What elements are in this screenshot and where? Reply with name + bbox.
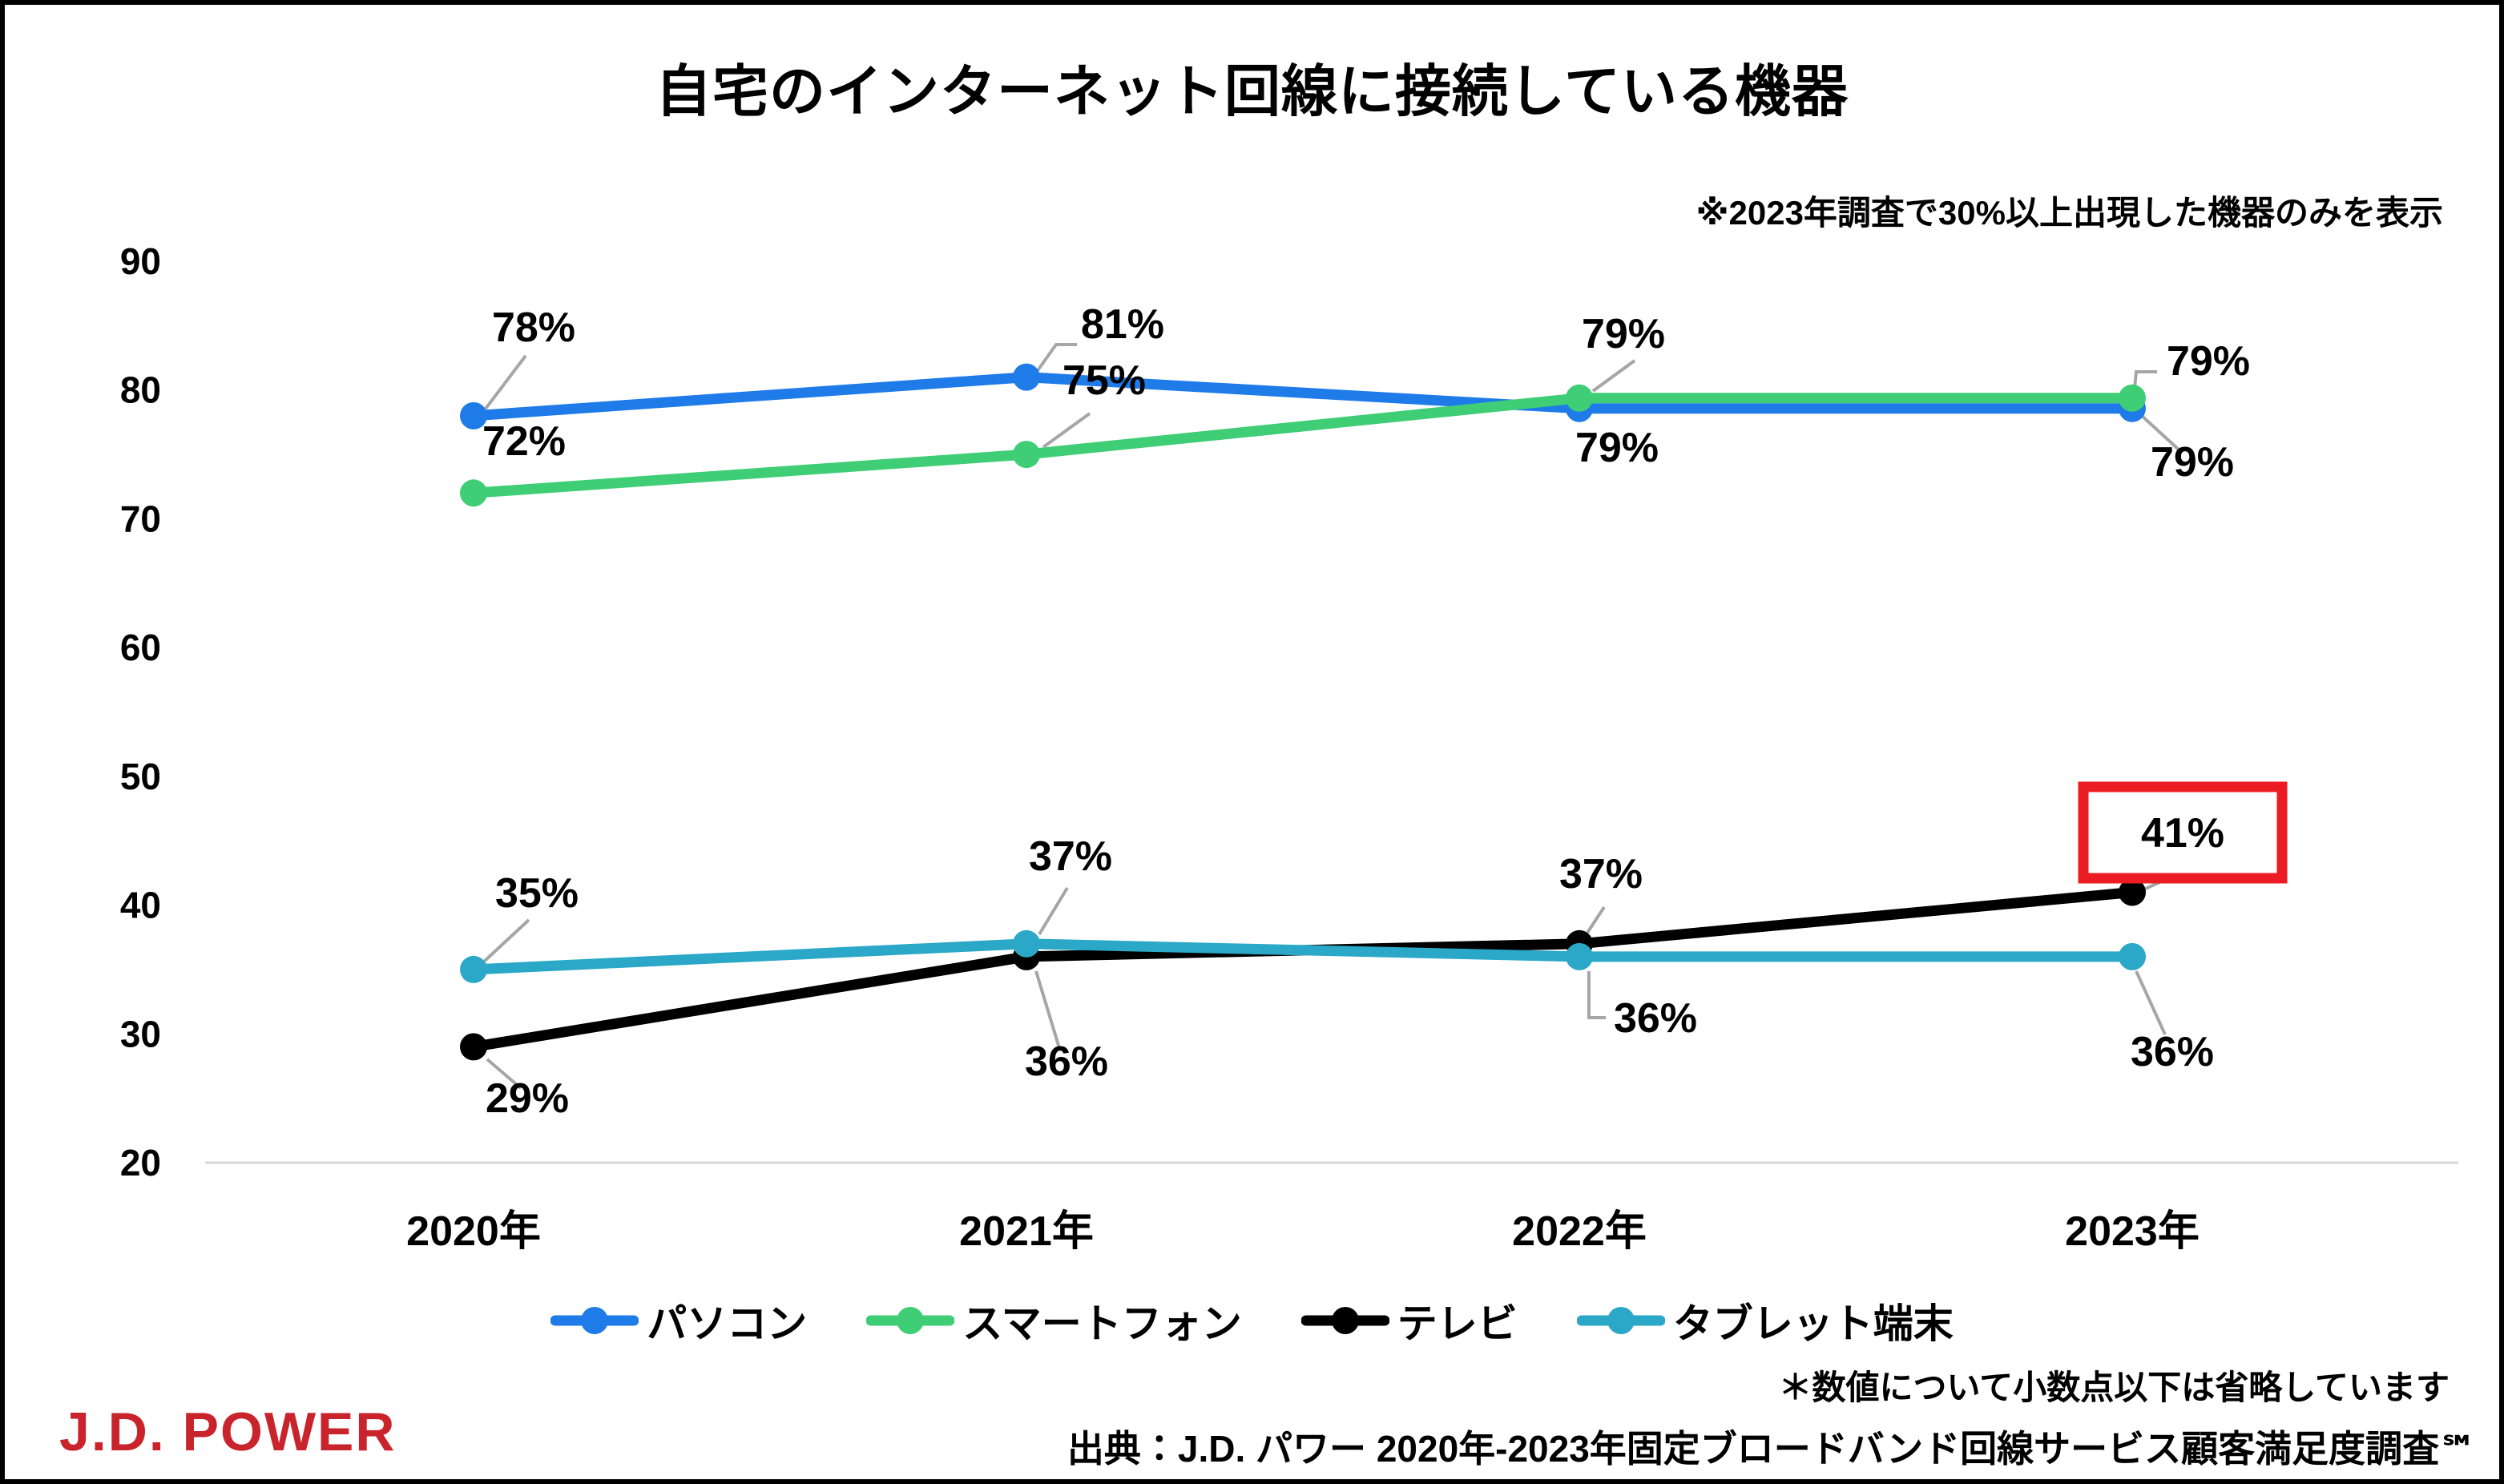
x-label-2021年: 2021年 xyxy=(959,1208,1094,1255)
series-line-tv xyxy=(468,887,2138,1052)
chart-title: 自宅のインターネット回線に接続している機器 xyxy=(655,60,1849,123)
legend-dot-smartphone xyxy=(897,1307,925,1334)
legend-item-tablet: タブレット端末 xyxy=(1576,1292,1954,1349)
x-label-2022年: 2022年 xyxy=(1512,1208,1647,1255)
y-tick-70: 70 xyxy=(120,498,161,539)
legend-item-tv: テレビ xyxy=(1300,1292,1518,1349)
y-tick-80: 80 xyxy=(120,369,161,411)
leader-line-tablet-2023年 xyxy=(2135,970,2167,1035)
chart-filter-note: ※2023年調査で30%以上出現した機器のみを表示 xyxy=(1696,194,2443,232)
data-point-smartphone-2022年 xyxy=(1566,384,1593,412)
data-point-tv-2023年 xyxy=(2119,878,2146,906)
leader-line-smartphone-2021年 xyxy=(1042,412,1091,449)
leader-line-tablet-2022年 xyxy=(1587,971,1606,1019)
leader-line-smartphone-2022年 xyxy=(1591,359,1636,393)
legend-marker-tablet xyxy=(1576,1307,1665,1334)
legend-item-pc: パソコン xyxy=(550,1292,807,1349)
data-label-pc-2022年: 79% xyxy=(1575,425,1659,471)
legend-label-pc: パソコン xyxy=(647,1301,808,1346)
data-label-tablet-2020年: 35% xyxy=(495,870,579,917)
data-label-smartphone-2023年: 79% xyxy=(2167,338,2250,385)
legend-label-tablet: タブレット端末 xyxy=(1672,1301,1954,1346)
data-label-tv-2022年: 37% xyxy=(1559,851,1643,897)
data-label-pc-2020年: 78% xyxy=(492,304,575,351)
data-point-tablet-2021年 xyxy=(1013,930,1040,958)
leader-line-pc-2023年 xyxy=(2139,413,2181,452)
leader-line-tv-2021年 xyxy=(1034,970,1061,1049)
leader-line-pc-2021年 xyxy=(1033,343,1077,377)
data-label-smartphone-2021年: 75% xyxy=(1062,357,1146,404)
data-point-smartphone-2023年 xyxy=(2119,384,2146,412)
data-label-tv-2021年: 36% xyxy=(1025,1038,1108,1085)
legend: パソコン スマートフォン テレビ タブレット端末 xyxy=(5,1292,2499,1349)
leader-line-tv-2022年 xyxy=(1586,905,1606,934)
highlight-box-tv-2023年 xyxy=(2078,781,2288,884)
y-tick-90: 90 xyxy=(120,240,161,282)
y-tick-20: 20 xyxy=(120,1142,161,1184)
data-label-tv-2020年: 29% xyxy=(486,1075,569,1122)
data-point-smartphone-2020年 xyxy=(460,479,487,507)
series-line-smartphone xyxy=(468,393,2138,498)
x-label-2023年: 2023年 xyxy=(2065,1208,2200,1255)
y-tick-30: 30 xyxy=(120,1013,161,1055)
data-label-tablet-2022年: 36% xyxy=(1614,995,1697,1042)
leader-line-tablet-2021年 xyxy=(1038,886,1069,936)
legend-marker-pc xyxy=(550,1307,639,1334)
legend-label-tv: テレビ xyxy=(1397,1301,1518,1346)
rounding-footnote: ＊数値について小数点以下は省略しています xyxy=(1778,1369,2450,1406)
chart-canvas: 90 80 70 60 50 40 30 20 2020年 2021年 2022年 2023年 78% 8… xyxy=(120,240,2458,1255)
data-point-smartphone-2021年 xyxy=(1013,441,1040,469)
legend-dot-pc xyxy=(581,1307,609,1334)
data-point-pc-2021年 xyxy=(1013,363,1040,391)
jdpower-logo: J.D. POWER xyxy=(59,1401,397,1462)
data-label-pc-2021年: 81% xyxy=(1081,301,1164,348)
data-label-pc-2023年: 79% xyxy=(2151,439,2234,486)
series-line-pc xyxy=(468,372,2138,421)
y-tick-50: 50 xyxy=(120,756,161,797)
data-point-tv-2020年 xyxy=(460,1033,487,1061)
data-label-tv-2023年: 41% xyxy=(2141,810,2224,857)
data-point-pc-2020年 xyxy=(460,401,487,429)
source-citation: 出典：J.D. パワー 2020年-2023年固定ブロードバンド回線サービス顧客… xyxy=(1067,1428,2477,1470)
data-point-tablet-2022年 xyxy=(1566,942,1593,970)
data-label-smartphone-2022年: 79% xyxy=(1582,311,1665,357)
legend-dot-tv xyxy=(1331,1307,1359,1334)
x-label-2020年: 2020年 xyxy=(406,1208,541,1255)
data-point-tablet-2020年 xyxy=(460,955,487,983)
data-label-tablet-2021年: 37% xyxy=(1029,833,1112,880)
legend-label-smartphone: スマートフォン xyxy=(962,1301,1242,1346)
legend-item-smartphone: スマートフォン xyxy=(866,1292,1242,1349)
data-point-tablet-2023年 xyxy=(2119,942,2146,970)
legend-dot-tablet xyxy=(1607,1307,1635,1334)
y-tick-60: 60 xyxy=(120,627,161,668)
legend-marker-tv xyxy=(1300,1307,1389,1334)
y-tick-40: 40 xyxy=(120,885,161,926)
series-line-tablet xyxy=(468,938,2138,975)
data-label-smartphone-2020年: 72% xyxy=(482,418,566,465)
leader-line-tablet-2020年 xyxy=(482,918,530,963)
leader-line-tv-2020年 xyxy=(486,1058,522,1090)
legend-marker-smartphone xyxy=(866,1307,955,1334)
leader-line-pc-2020年 xyxy=(482,354,527,413)
data-label-tablet-2023年: 36% xyxy=(2131,1029,2214,1075)
